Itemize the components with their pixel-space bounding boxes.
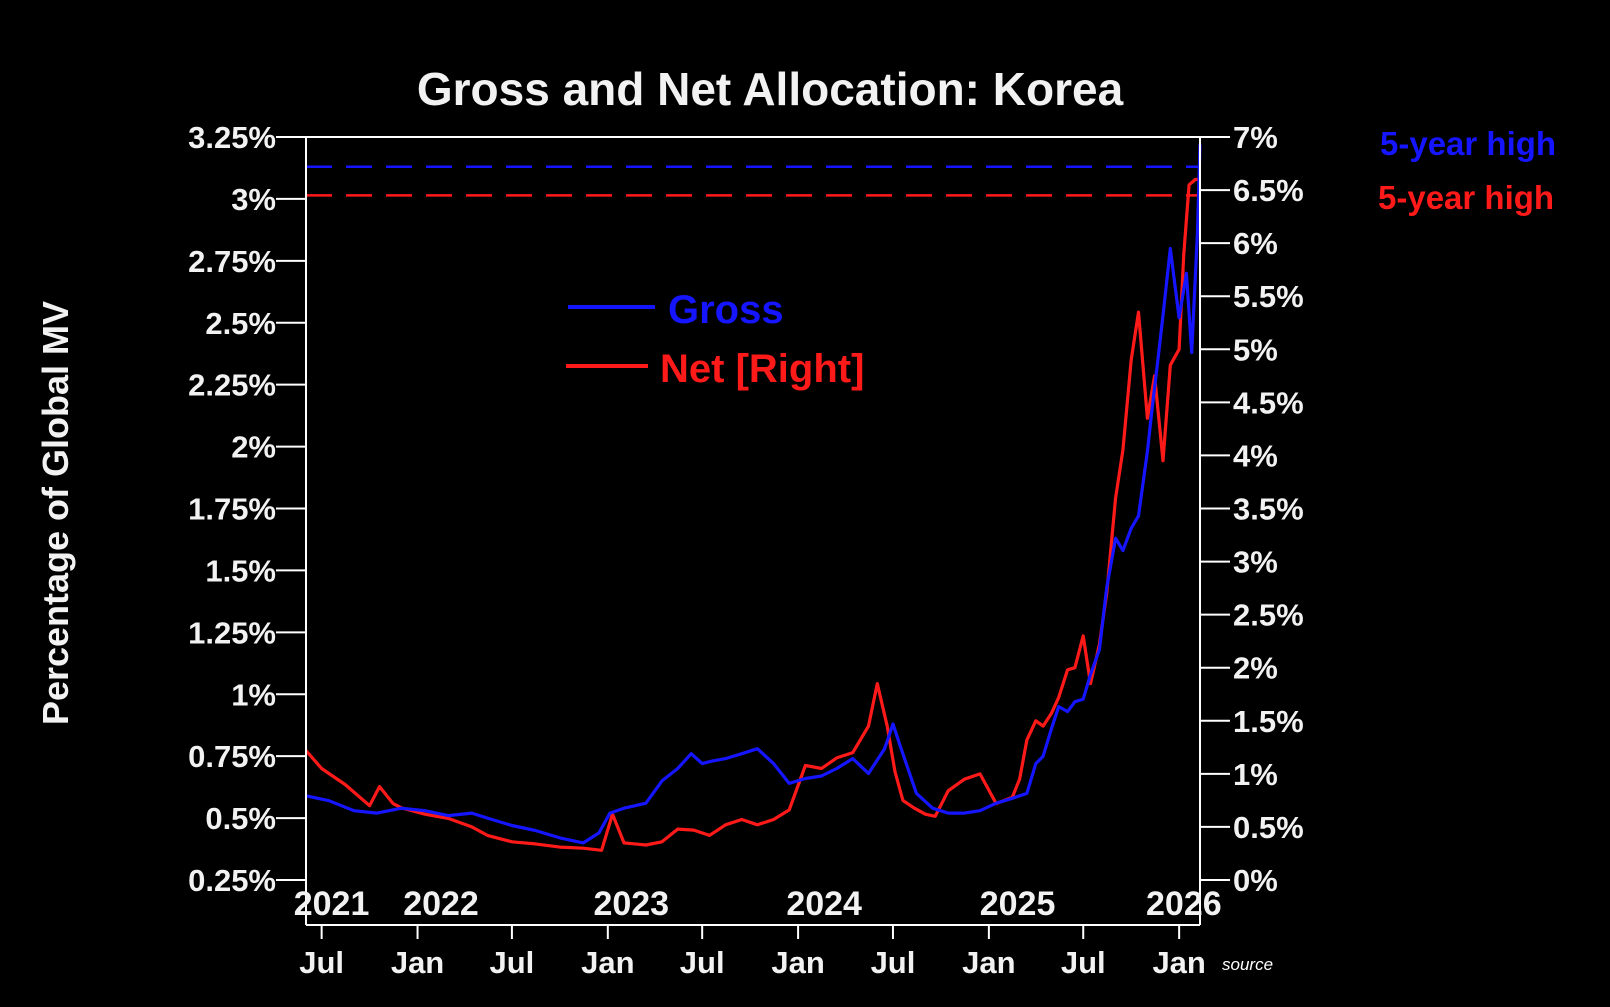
- left-tick-label-6: 1.75%: [188, 492, 276, 527]
- legend-gross-label: Gross: [668, 288, 784, 332]
- series-layer: [304, 144, 1202, 852]
- right-tick-label-6: 4%: [1233, 438, 1278, 473]
- left-tick-label-9: 1%: [231, 677, 276, 712]
- right-tick-label-12: 1%: [1233, 757, 1278, 792]
- year-label-3: 2024: [786, 885, 862, 923]
- left-tick-label-8: 1.25%: [188, 615, 276, 650]
- right-tick-label-9: 2.5%: [1233, 598, 1304, 633]
- x-tick-label-1: Jan: [391, 945, 444, 980]
- x-tick-label-6: Jul: [871, 945, 916, 980]
- plot-frame: [305, 136, 1201, 926]
- right-tick-label-1: 6.5%: [1233, 173, 1304, 208]
- year-label-2: 2023: [593, 885, 669, 923]
- x-tick-label-5: Jan: [771, 945, 824, 980]
- right-tick-label-7: 3.5%: [1233, 492, 1304, 527]
- x-tick-label-9: Jan: [1152, 945, 1205, 980]
- left-axis: 3.25% 3% 2.75% 2.5% 2.25% 2% 1.75% 1.5% 1.25% 1% 0…: [188, 120, 306, 898]
- source-label: source: [1222, 955, 1274, 974]
- left-tick-label-1: 3%: [231, 182, 276, 217]
- right-tick-label-0: 7%: [1233, 120, 1278, 155]
- left-tick-label-4: 2.25%: [188, 368, 276, 403]
- year-label-1: 2022: [403, 885, 479, 923]
- year-label-4: 2025: [980, 885, 1056, 923]
- left-tick-label-12: 0.25%: [188, 863, 276, 898]
- x-tick-label-2: Jul: [490, 945, 535, 980]
- left-tick-label-11: 0.5%: [205, 801, 276, 836]
- right-tick-label-11: 1.5%: [1233, 704, 1304, 739]
- x-axis: Jul Jan Jul Jan Jul Jan Jul Jan Jul Jan: [299, 925, 1206, 980]
- right-tick-label-2: 6%: [1233, 226, 1278, 261]
- net-high-label: 5-year high: [1378, 179, 1554, 216]
- right-tick-label-5: 4.5%: [1233, 385, 1304, 420]
- year-label-5: 2026: [1146, 885, 1222, 923]
- x-tick-label-8: Jul: [1061, 945, 1106, 980]
- right-tick-label-4: 5%: [1233, 332, 1278, 367]
- year-labels: 2021 2022 2023 2024 2025 2026: [294, 885, 1222, 923]
- legend: Gross Net [Right]: [566, 288, 864, 391]
- x-tick-label-0: Jul: [299, 945, 344, 980]
- x-tick-label-3: Jan: [581, 945, 634, 980]
- gross-high-label: 5-year high: [1380, 125, 1556, 162]
- right-axis: 7% 6.5% 6% 5.5% 5% 4.5% 4% 3.5% 3% 2.5% 2% 1.5% 1% 0.…: [1200, 120, 1304, 898]
- series-line-net: [304, 177, 1200, 852]
- left-tick-label-0: 3.25%: [188, 120, 276, 155]
- right-tick-label-10: 2%: [1233, 651, 1278, 686]
- right-tick-label-8: 3%: [1233, 545, 1278, 580]
- left-tick-label-7: 1.5%: [205, 553, 276, 588]
- right-tick-label-13: 0.5%: [1233, 810, 1304, 845]
- left-tick-label-10: 0.75%: [188, 739, 276, 774]
- series-line-gross: [305, 144, 1202, 845]
- chart-title: Gross and Net Allocation: Korea: [417, 63, 1124, 115]
- reference-lines: [306, 165, 1200, 197]
- legend-net-label: Net [Right]: [660, 347, 864, 391]
- left-tick-label-2: 2.75%: [188, 244, 276, 279]
- year-label-0: 2021: [294, 885, 370, 923]
- left-tick-label-3: 2.5%: [205, 306, 276, 341]
- right-tick-label-14: 0%: [1233, 863, 1278, 898]
- left-tick-label-5: 2%: [231, 430, 276, 465]
- right-tick-label-3: 5.5%: [1233, 279, 1304, 314]
- x-tick-label-4: Jul: [680, 945, 725, 980]
- x-tick-label-7: Jan: [962, 945, 1015, 980]
- y-axis-label: Percentage of Global MV: [35, 301, 76, 725]
